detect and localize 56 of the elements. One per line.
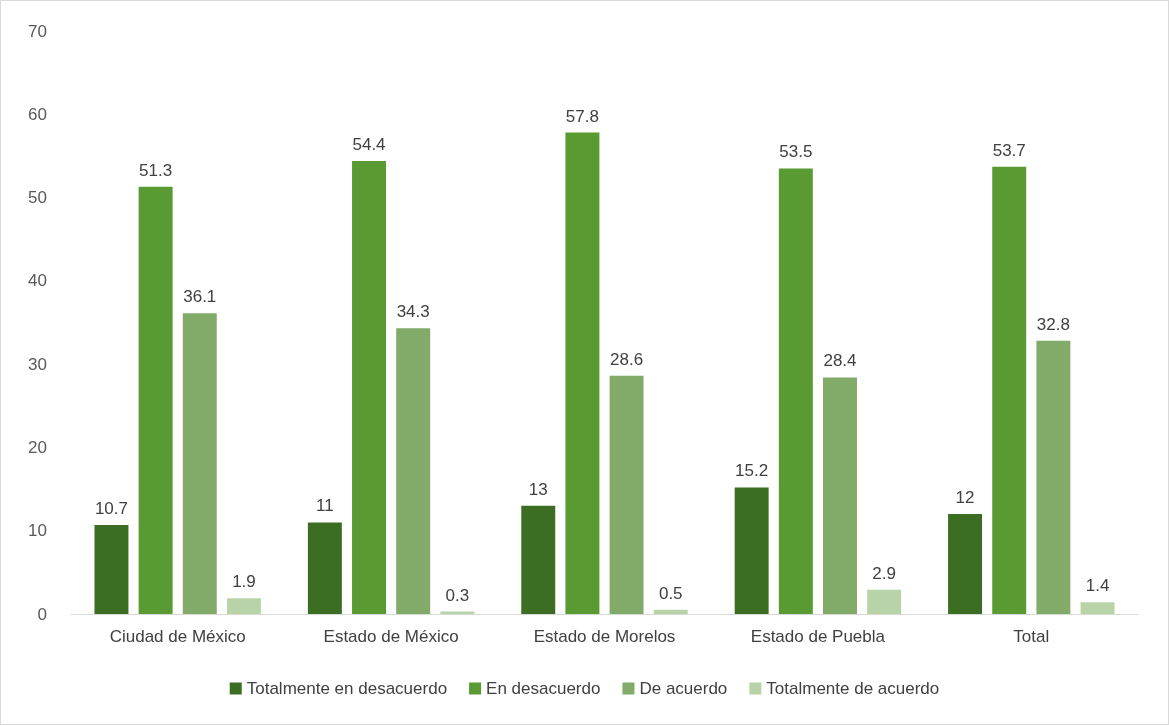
data-label: 1.4 bbox=[1085, 576, 1110, 596]
x-tick-label: Total bbox=[1013, 627, 1050, 646]
data-label: 1.9 bbox=[232, 572, 256, 592]
y-tick-label: 0 bbox=[37, 604, 47, 624]
bar bbox=[352, 160, 386, 614]
data-label: 51.3 bbox=[139, 160, 173, 180]
data-label: 2.9 bbox=[872, 563, 896, 583]
data-label: 34.3 bbox=[396, 302, 430, 322]
data-label: 28.6 bbox=[610, 349, 644, 369]
bar bbox=[182, 313, 217, 614]
x-tick-label: Estado de México bbox=[323, 627, 459, 646]
y-tick-label: 50 bbox=[28, 188, 47, 208]
x-tick-label: Estado de Morelos bbox=[533, 627, 676, 646]
legend-label: Totalmente de acuerdo bbox=[766, 679, 940, 698]
bar bbox=[653, 609, 688, 614]
data-label: 0.5 bbox=[658, 583, 683, 603]
bar bbox=[1080, 602, 1115, 614]
legend-label: En desacuerdo bbox=[486, 679, 601, 698]
bar bbox=[138, 186, 173, 614]
bar bbox=[307, 522, 342, 614]
data-label: 11 bbox=[316, 496, 334, 516]
data-label: 0.3 bbox=[445, 585, 470, 605]
data-label: 28.4 bbox=[823, 351, 857, 371]
data-label: 57.8 bbox=[565, 106, 599, 126]
legend-label: De acuerdo bbox=[639, 679, 728, 698]
bar bbox=[867, 589, 902, 614]
data-label: 13 bbox=[528, 479, 548, 499]
y-tick-label: 40 bbox=[28, 271, 47, 291]
bar bbox=[992, 166, 1027, 614]
y-tick-label: 20 bbox=[28, 437, 47, 457]
bar bbox=[94, 524, 129, 614]
y-tick-label: 10 bbox=[28, 521, 47, 541]
data-label: 12 bbox=[955, 488, 975, 508]
data-label: 36.1 bbox=[183, 287, 217, 307]
bar bbox=[778, 168, 813, 614]
y-tick-label: 70 bbox=[28, 21, 47, 41]
data-label: 53.5 bbox=[779, 142, 813, 162]
bar bbox=[609, 375, 644, 614]
bar bbox=[521, 505, 556, 614]
bar bbox=[226, 598, 261, 614]
x-tick-label: Ciudad de México bbox=[109, 627, 246, 646]
data-label: 53.7 bbox=[992, 140, 1026, 160]
y-tick-label: 30 bbox=[28, 354, 47, 374]
x-tick-label: Estado de Puebla bbox=[750, 627, 886, 646]
data-label: 15.2 bbox=[735, 461, 769, 481]
bar bbox=[734, 487, 769, 614]
legend-label: Totalmente en desacuerdo bbox=[246, 679, 448, 698]
bar bbox=[565, 132, 600, 614]
bar bbox=[948, 514, 983, 614]
data-label: 10.7 bbox=[94, 498, 129, 518]
y-tick-label: 60 bbox=[28, 104, 47, 124]
data-label: 54.4 bbox=[352, 134, 386, 154]
bar bbox=[823, 377, 857, 614]
bar bbox=[1036, 340, 1071, 614]
data-label: 32.8 bbox=[1036, 314, 1070, 334]
bar bbox=[396, 328, 431, 614]
